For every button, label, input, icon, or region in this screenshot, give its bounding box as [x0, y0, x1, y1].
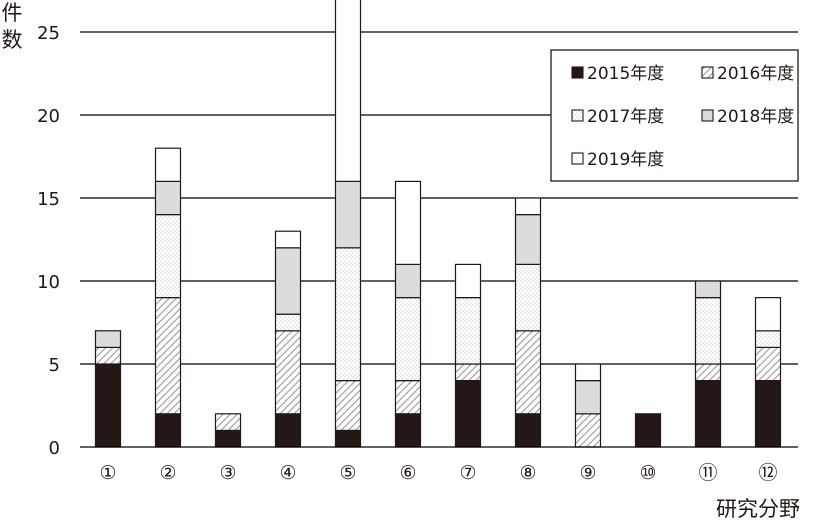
legend-label: 2019年度: [587, 150, 664, 170]
x-tick-label: ⑪: [698, 462, 717, 484]
x-tick-label: ⑦: [459, 462, 476, 484]
bar-segment: [334, 247, 362, 382]
x-tick-label: ⑧: [519, 462, 536, 484]
legend-swatch: [571, 66, 584, 79]
bar-segment: [694, 363, 722, 382]
bar-segment: [94, 363, 122, 448]
bar-segment: [214, 413, 242, 431]
bar-segment: [574, 413, 602, 448]
bar-segment: [514, 263, 542, 332]
y-tick-label: 20: [37, 106, 60, 127]
legend: 2015年度 2016年度 2017年度 2018年度 2019年度: [550, 49, 799, 182]
legend-label: 2017年度: [587, 107, 664, 127]
legend-box: [550, 49, 799, 182]
bar-segment: [94, 330, 122, 348]
bar-segment: [574, 380, 602, 415]
bar-segment: [394, 263, 422, 299]
bar-segment: [394, 413, 422, 448]
bar-segment: [214, 429, 242, 448]
y-tick-label: 5: [49, 355, 60, 376]
bar-segment: [154, 180, 182, 216]
bar-segment: [154, 297, 182, 415]
legend-label: 2018年度: [717, 107, 794, 127]
x-tick-label: ⑨: [579, 462, 596, 484]
legend-swatch: [571, 152, 584, 165]
x-tick-label: ④: [279, 462, 296, 484]
bar-segment: [274, 230, 302, 249]
bar-segment: [454, 297, 482, 365]
legend-swatch: [571, 109, 584, 122]
bars-layer: [94, 0, 782, 448]
bar-segment: [694, 297, 722, 365]
bar-segment: [514, 330, 542, 415]
bar-segment: [514, 413, 542, 448]
bar-segment: [754, 297, 782, 332]
x-axis-label: 研究分野: [716, 497, 800, 521]
bar-segment: [334, 380, 362, 432]
legend-swatch: [701, 66, 714, 79]
bar-segment: [514, 214, 542, 266]
y-axis-label-char: 数: [2, 28, 23, 52]
bar-segment: [274, 330, 302, 415]
bar-segment: [634, 413, 662, 448]
bar-segment: [454, 263, 482, 299]
x-tick-label: ⑫: [758, 462, 777, 484]
y-tick-label: 15: [37, 189, 60, 210]
y-tick-label: 10: [37, 272, 60, 293]
bar-segment: [514, 197, 542, 216]
x-tick-label: ⑩: [639, 462, 656, 484]
bar-segment: [754, 346, 782, 382]
x-tick-label: ①: [99, 462, 116, 484]
bar-segment: [754, 330, 782, 348]
bar-segment: [274, 313, 302, 332]
bar-segment: [94, 346, 122, 365]
bar-segment: [274, 247, 302, 315]
bar-segment: [334, 429, 362, 448]
bar-segment: [694, 280, 722, 299]
bar-segment: [154, 413, 182, 448]
bar-segment: [394, 180, 422, 265]
x-tick-label: ③: [219, 462, 236, 484]
bar-segment: [154, 147, 182, 182]
bar-segment: [394, 380, 422, 415]
bar-segment: [754, 380, 782, 448]
y-tick-label: 0: [49, 438, 60, 459]
bar-segment: [574, 363, 602, 382]
x-tick-label: ⑤: [339, 462, 356, 484]
y-tick-label: 25: [37, 23, 60, 44]
bar-segment: [154, 214, 182, 299]
bar-segment: [334, 0, 362, 183]
y-axis-label-char: 件: [2, 1, 23, 25]
bar-segment: [274, 413, 302, 448]
legend-label: 2016年度: [717, 64, 794, 84]
bar-segment: [334, 180, 362, 249]
legend-swatch: [701, 109, 714, 122]
x-tick-label: ⑥: [399, 462, 416, 484]
bar-segment: [694, 380, 722, 448]
bar-segment: [454, 380, 482, 448]
x-tick-label: ②: [159, 462, 176, 484]
legend-label: 2015年度: [587, 64, 664, 84]
bar-segment: [394, 297, 422, 382]
bar-segment: [454, 363, 482, 382]
